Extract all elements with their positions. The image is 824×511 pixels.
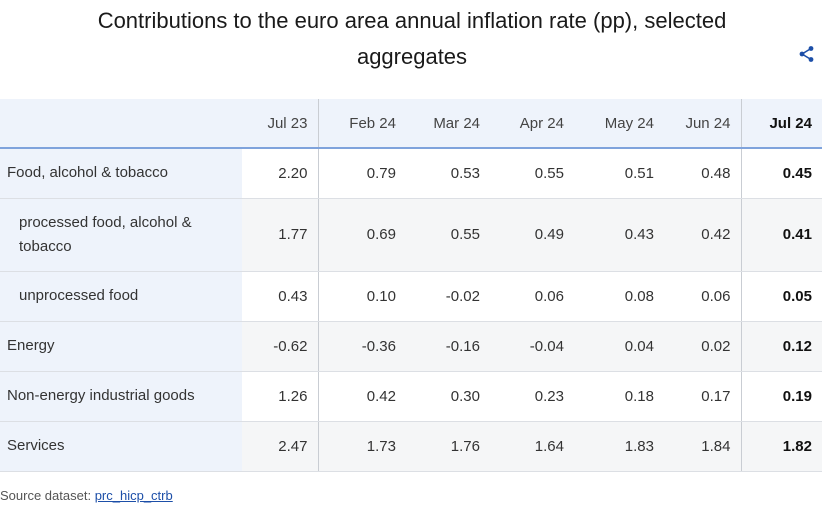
table-cell: 2.20 bbox=[242, 148, 319, 199]
table-cell: -0.36 bbox=[318, 321, 406, 372]
table-cell: 1.64 bbox=[490, 421, 574, 472]
table-cell: 0.42 bbox=[318, 371, 406, 422]
table-cell: 0.55 bbox=[490, 148, 574, 199]
table-cell: 0.10 bbox=[318, 271, 406, 322]
table-cell: 1.73 bbox=[318, 421, 406, 472]
table-cell-latest: 0.41 bbox=[740, 198, 822, 272]
table-cell: 0.06 bbox=[490, 271, 574, 322]
table-cell: 1.77 bbox=[242, 198, 319, 272]
table-cell: 2.47 bbox=[242, 421, 319, 472]
table-cell-latest: 0.12 bbox=[740, 321, 822, 372]
table-cell: 0.79 bbox=[318, 148, 406, 199]
table-row: Services 2.47 1.73 1.76 1.64 1.83 1.84 1… bbox=[0, 421, 822, 472]
column-header: Jun 24 bbox=[664, 99, 741, 149]
table-row: Non-energy industrial goods 1.26 0.42 0.… bbox=[0, 371, 822, 422]
column-header: Mar 24 bbox=[406, 99, 490, 149]
table-cell: 0.08 bbox=[574, 271, 664, 322]
source-dataset-link[interactable]: prc_hicp_ctrb bbox=[94, 488, 173, 503]
table-cell: 0.43 bbox=[574, 198, 664, 272]
table-cell-latest: 0.05 bbox=[740, 271, 822, 322]
table-cell: 1.26 bbox=[242, 371, 319, 422]
column-header: Jul 23 bbox=[242, 99, 319, 149]
table-cell-latest: 0.45 bbox=[740, 148, 822, 199]
table-cell: 0.06 bbox=[664, 271, 741, 322]
table-cell-latest: 1.82 bbox=[740, 421, 822, 472]
table-cell-latest: 0.19 bbox=[740, 371, 822, 422]
table-cell: 0.17 bbox=[664, 371, 741, 422]
table-cell: -0.16 bbox=[406, 321, 490, 372]
source-line: Source dataset: prc_hicp_ctrb bbox=[0, 488, 173, 503]
table-cell: 0.18 bbox=[574, 371, 664, 422]
contributions-table: Jul 23 Feb 24 Mar 24 Apr 24 May 24 Jun 2… bbox=[0, 99, 822, 472]
table-cell: 0.42 bbox=[664, 198, 741, 272]
table-cell: 0.43 bbox=[242, 271, 319, 322]
table-cell: 0.49 bbox=[490, 198, 574, 272]
table-cell: 0.48 bbox=[664, 148, 741, 199]
table-row: processed food, alcohol & tobacco 1.77 0… bbox=[0, 198, 822, 272]
share-icon[interactable] bbox=[798, 45, 816, 63]
table-cell: 0.55 bbox=[406, 198, 490, 272]
table-cell: 0.23 bbox=[490, 371, 574, 422]
table-cell: -0.02 bbox=[406, 271, 490, 322]
column-header: Apr 24 bbox=[490, 99, 574, 149]
table-cell: 0.04 bbox=[574, 321, 664, 372]
column-header: May 24 bbox=[574, 99, 664, 149]
table-cell: 1.84 bbox=[664, 421, 741, 472]
row-label: Services bbox=[0, 421, 242, 472]
row-label: Food, alcohol & tobacco bbox=[0, 148, 242, 199]
table-cell: -0.62 bbox=[242, 321, 319, 372]
table-cell: 1.83 bbox=[574, 421, 664, 472]
table-cell: 1.76 bbox=[406, 421, 490, 472]
row-label: Non-energy industrial goods bbox=[0, 371, 242, 422]
table-row: Food, alcohol & tobacco 2.20 0.79 0.53 0… bbox=[0, 148, 822, 199]
table-cell: 0.69 bbox=[318, 198, 406, 272]
table-cell: 0.30 bbox=[406, 371, 490, 422]
table-cell: 0.53 bbox=[406, 148, 490, 199]
table-cell: 0.51 bbox=[574, 148, 664, 199]
table-row: unprocessed food 0.43 0.10 -0.02 0.06 0.… bbox=[0, 271, 822, 322]
table-row: Energy -0.62 -0.36 -0.16 -0.04 0.04 0.02… bbox=[0, 321, 822, 372]
header-label-cell bbox=[0, 99, 242, 149]
column-header-latest: Jul 24 bbox=[740, 99, 822, 149]
source-label: Source dataset: bbox=[0, 488, 92, 503]
row-label: Energy bbox=[0, 321, 242, 372]
column-header: Feb 24 bbox=[318, 99, 406, 149]
row-label: processed food, alcohol & tobacco bbox=[0, 198, 242, 272]
table-cell: -0.04 bbox=[490, 321, 574, 372]
table-cell: 0.02 bbox=[664, 321, 741, 372]
chart-title: Contributions to the euro area annual in… bbox=[97, 8, 727, 69]
row-label: unprocessed food bbox=[0, 271, 242, 322]
table-header-row: Jul 23 Feb 24 Mar 24 Apr 24 May 24 Jun 2… bbox=[0, 99, 822, 149]
